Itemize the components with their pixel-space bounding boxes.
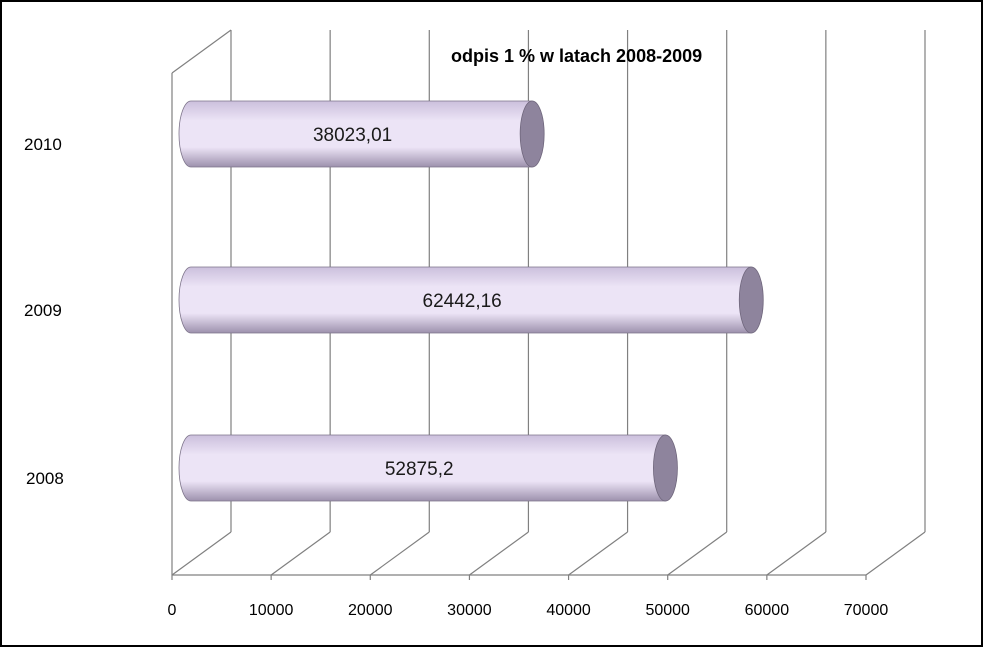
gridline-floor — [766, 531, 827, 576]
x-tick-label: 70000 — [844, 602, 889, 619]
gridline-floor — [865, 531, 926, 576]
data-label-2009: 62442,16 — [423, 291, 502, 312]
y-tick-label-2008: 2008 — [26, 469, 64, 488]
y-tick-label-2009: 2009 — [24, 301, 62, 320]
bar-end-cap — [519, 100, 545, 168]
bar-body — [178, 100, 533, 168]
y-tick-label-2010: 2010 — [24, 135, 62, 154]
gridline-floor — [469, 531, 529, 576]
gridline-floor — [568, 531, 628, 576]
x-tick-label: 50000 — [645, 602, 690, 619]
side-wall-top — [171, 29, 232, 74]
gridline-floor — [369, 531, 430, 576]
gridline-floor — [171, 531, 232, 576]
bar-body — [178, 434, 666, 502]
bar-body — [178, 266, 752, 334]
bar-2008: 52875,2 — [178, 434, 678, 502]
chart-title: odpis 1 % w latach 2008-2009 — [451, 46, 702, 66]
y-category-labels: 2008 2009 2010 — [24, 135, 64, 488]
gridline-floor — [270, 531, 331, 576]
bar-2010: 38023,01 — [178, 100, 545, 168]
x-tick-label: 40000 — [546, 602, 591, 619]
bar-layer: 52875,2 62442,16 38023,01 — [178, 100, 764, 502]
x-tick-label: 0 — [168, 602, 177, 619]
x-tick-label: 30000 — [447, 602, 492, 619]
gridline-floor — [667, 531, 728, 576]
bar-end-cap — [653, 434, 678, 502]
bar-end-cap — [738, 266, 764, 334]
x-tick-label: 20000 — [348, 602, 393, 619]
bar-2009: 62442,16 — [178, 266, 764, 334]
x-tick-label: 60000 — [745, 602, 790, 619]
data-label-2010: 38023,01 — [313, 125, 392, 146]
x-tick-labels: 0 10000 20000 30000 40000 50000 60000 70000 — [168, 602, 889, 619]
x-tick-label: 10000 — [249, 602, 294, 619]
data-label-2008: 52875,2 — [385, 459, 454, 480]
